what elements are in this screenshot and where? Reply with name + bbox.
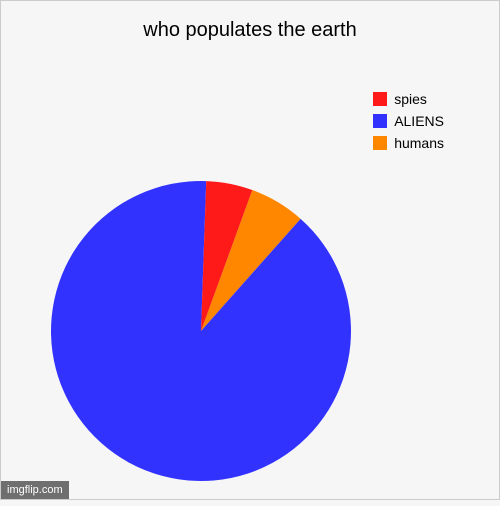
watermark: imgflip.com: [1, 481, 69, 499]
legend-label: ALIENS: [394, 113, 444, 129]
legend: spies ALIENS humans: [373, 91, 444, 157]
legend-swatch: [373, 92, 387, 106]
legend-swatch: [373, 136, 387, 150]
legend-swatch: [373, 114, 387, 128]
legend-item: humans: [373, 135, 444, 151]
pie-slice: [51, 181, 351, 481]
legend-label: humans: [394, 135, 444, 151]
legend-item: ALIENS: [373, 113, 444, 129]
pie-chart: [26, 156, 376, 506]
chart-title: who populates the earth: [1, 1, 499, 42]
legend-item: spies: [373, 91, 444, 107]
legend-label: spies: [394, 91, 427, 107]
